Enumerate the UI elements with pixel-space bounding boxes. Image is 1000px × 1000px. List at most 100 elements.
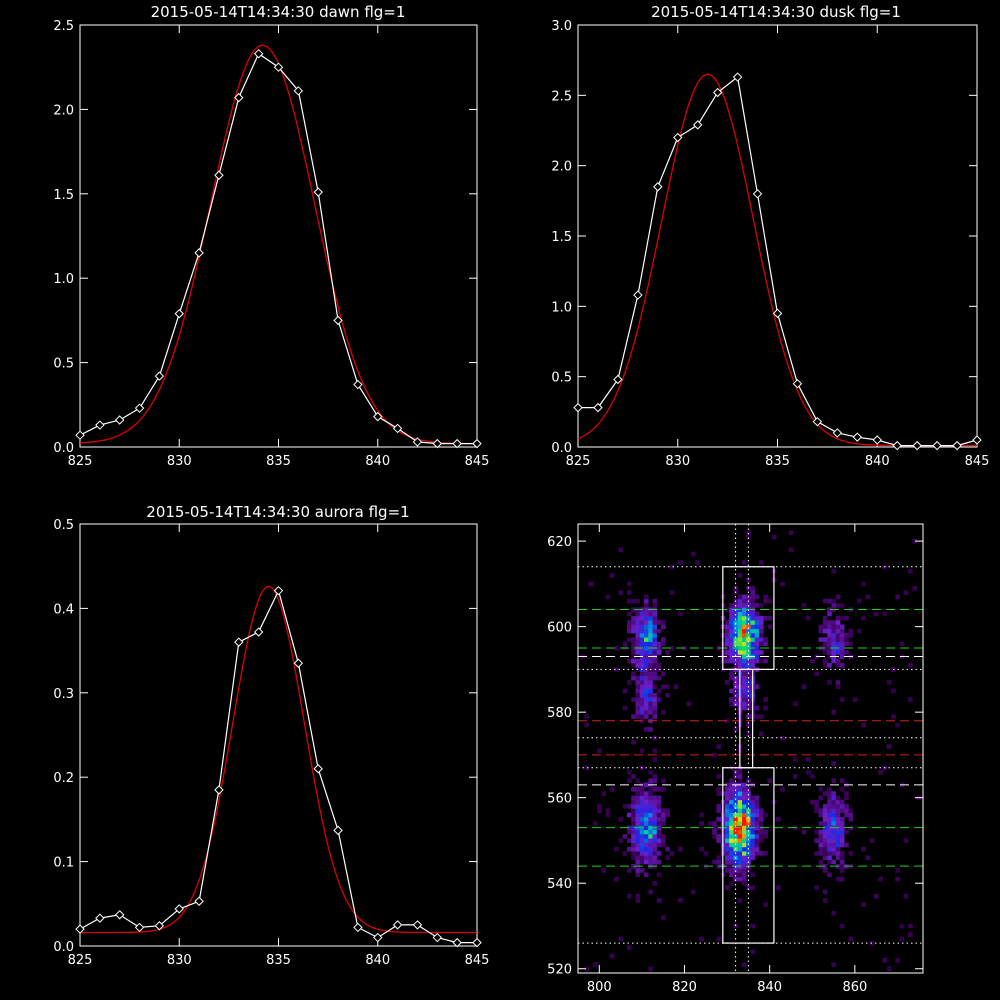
heatmap-cell xyxy=(750,808,756,813)
heatmap-cell xyxy=(754,714,760,719)
heatmap-cell xyxy=(627,581,632,587)
heatmap-cell xyxy=(835,812,841,818)
heatmap-cell xyxy=(716,774,721,779)
data-point-marker xyxy=(75,430,85,440)
heatmap-cell xyxy=(733,641,739,647)
heatmap-cell xyxy=(639,688,645,694)
heatmap-cell xyxy=(635,611,641,617)
heatmap-cell xyxy=(861,615,866,621)
heatmap-cell xyxy=(724,825,730,831)
heatmap-cell xyxy=(737,846,743,852)
heatmap-cell xyxy=(648,658,653,664)
heatmap-cell xyxy=(831,816,836,822)
heatmap-cell xyxy=(648,641,653,647)
heatmap-cell xyxy=(839,799,845,805)
heatmap-cell xyxy=(805,757,811,762)
heatmap-cell xyxy=(831,603,836,608)
heatmap-cell xyxy=(635,684,641,689)
data-point-marker xyxy=(972,435,982,445)
heatmap-cell xyxy=(729,881,734,886)
dawn-spectrum-panel: 2015-05-14T14:34:30 dawn flg=1 825 830 835… xyxy=(53,3,489,469)
heatmap-cell xyxy=(827,791,832,796)
heatmap-cell xyxy=(831,821,836,826)
heatmap-cell xyxy=(746,791,751,796)
heatmap-cell xyxy=(827,812,832,818)
heatmap-cell xyxy=(759,838,764,843)
heatmap-cell xyxy=(729,628,734,634)
heatmap-cell xyxy=(648,812,653,818)
heatmap-cell xyxy=(750,628,756,634)
heatmap-cell xyxy=(690,889,696,895)
data-point-marker xyxy=(432,932,443,943)
y-tick-label: 0.5 xyxy=(53,357,74,372)
heatmap-cell xyxy=(754,628,760,634)
heatmap-cell xyxy=(763,658,768,664)
x-tick-label: 800 xyxy=(587,980,612,995)
heatmap-cell xyxy=(644,710,649,715)
heatmap-cell xyxy=(869,940,875,946)
heatmap-cell xyxy=(831,710,836,715)
heatmap-cell xyxy=(827,637,832,642)
heatmap-cell xyxy=(631,851,636,856)
heatmap-cell xyxy=(652,633,658,638)
heatmap-cell xyxy=(627,868,632,873)
heatmap-cell xyxy=(746,701,751,707)
heatmap-cell xyxy=(831,778,836,783)
heatmap-cell xyxy=(724,791,730,796)
heatmap-cell xyxy=(592,821,598,826)
heatmap-cell xyxy=(839,787,845,792)
heatmap-cell xyxy=(835,684,841,689)
heatmap-cell xyxy=(635,842,641,848)
heatmap-cell xyxy=(627,620,632,625)
heatmap-cell xyxy=(737,842,743,848)
heatmap-cell xyxy=(644,705,649,711)
heatmap-cell xyxy=(729,701,734,707)
heatmap-cell xyxy=(644,658,649,664)
heatmap-cell xyxy=(908,663,913,668)
heatmap-cell xyxy=(857,628,862,634)
heatmap-cell xyxy=(831,791,836,796)
heatmap-cell xyxy=(707,821,713,826)
heatmap-cell xyxy=(805,769,811,775)
heatmap-cell xyxy=(639,851,645,856)
data-point-marker xyxy=(932,440,942,451)
heatmap-cell xyxy=(759,829,764,835)
heatmap-cell xyxy=(639,680,645,685)
heatmap-cell xyxy=(648,846,653,852)
heatmap-cell xyxy=(703,851,709,856)
heatmap-cell xyxy=(635,795,641,801)
heatmap-cell xyxy=(652,658,658,664)
heatmap-cell xyxy=(631,795,636,801)
heatmap-cell xyxy=(661,821,666,826)
heatmap-cell xyxy=(746,787,751,792)
y-tick-label: 0.3 xyxy=(53,687,74,702)
heatmap-cell xyxy=(639,671,645,677)
heatmap-cell xyxy=(699,812,704,818)
heatmap-cell xyxy=(733,804,739,809)
heatmap-cell xyxy=(822,804,828,809)
heatmap-cell xyxy=(831,842,836,848)
heatmap-cell xyxy=(844,812,849,818)
heatmap-cell xyxy=(665,846,670,852)
data-point-marker xyxy=(412,920,423,930)
y-tick-label: 600 xyxy=(547,621,572,636)
heatmap-cell xyxy=(631,645,636,651)
heatmap-cell xyxy=(835,650,841,655)
plot-frame xyxy=(577,523,924,974)
heatmap-cell xyxy=(724,855,730,860)
heatmap-cell xyxy=(635,650,641,655)
heatmap-cell xyxy=(754,624,760,630)
heatmap-cell xyxy=(635,688,641,694)
heatmap-cell xyxy=(831,799,836,805)
heatmap-cell xyxy=(631,739,636,745)
heatmap-cell xyxy=(652,804,658,809)
x-tick-label: 840 xyxy=(757,980,782,995)
heatmap-cell xyxy=(835,829,841,835)
heatmap-cell xyxy=(835,851,841,856)
heatmap-cell xyxy=(712,859,717,865)
heatmap-cell xyxy=(839,650,845,655)
heatmap-cell xyxy=(742,859,747,865)
heatmap-cell xyxy=(644,829,649,835)
heatmap-cell xyxy=(750,799,756,805)
heatmap-cell xyxy=(895,868,900,873)
